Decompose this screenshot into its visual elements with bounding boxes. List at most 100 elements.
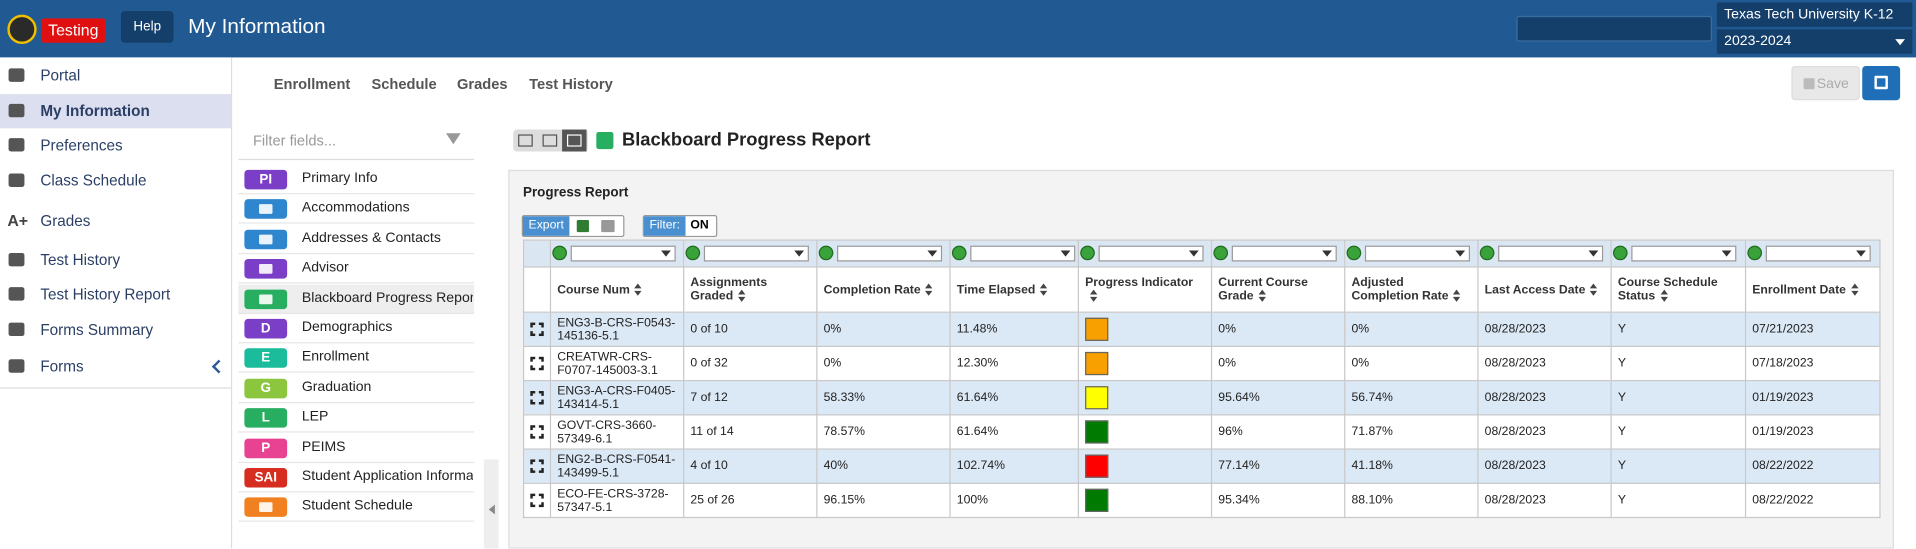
field-item[interactable]: Student Schedule (238, 493, 475, 523)
field-item[interactable]: E Enrollment (238, 344, 475, 374)
nav-item[interactable]: A+ Grades (0, 204, 231, 238)
dropdown-caret (1721, 250, 1732, 257)
filter-toggle[interactable]: Filter: ON (642, 215, 718, 238)
print-button[interactable] (1862, 65, 1901, 101)
field-item[interactable]: Blackboard Progress Report (238, 284, 475, 314)
report-title: Blackboard Progress Report (621, 129, 871, 151)
tab[interactable]: Test History (529, 75, 613, 93)
indicator-cell (1077, 482, 1213, 519)
field-item[interactable]: G Graduation (238, 374, 475, 403)
view-option[interactable] (542, 134, 558, 147)
field-item[interactable]: D Demographics (238, 314, 475, 344)
column-header[interactable]: Progress Indicator (1077, 266, 1213, 313)
save-button[interactable]: Save (1791, 65, 1860, 101)
field-item[interactable]: P PEIMS (238, 433, 475, 463)
sort-down (1660, 297, 1668, 303)
tab[interactable]: Enrollment (273, 75, 351, 93)
expand-cell (522, 448, 552, 484)
data-cell: 08/28/2023 (1477, 311, 1612, 348)
badge-icon (259, 234, 273, 245)
expand-gap-v (529, 498, 545, 503)
nav-item[interactable]: Test History Report (0, 277, 231, 311)
filter-select[interactable] (570, 245, 676, 262)
school-select[interactable]: Texas Tech University K-12 (1716, 2, 1913, 27)
sort-up (634, 283, 643, 289)
column-header[interactable]: Course Num (549, 266, 685, 313)
filter-select[interactable] (1364, 245, 1470, 262)
data-cell: 61.64% (949, 414, 1079, 450)
nav-item[interactable]: Preferences (0, 128, 231, 162)
expand-icon[interactable] (529, 389, 545, 406)
expand-header (522, 266, 552, 313)
nav-item[interactable]: Portal (0, 59, 231, 93)
data-cell: ENG3-A-CRS-F0405-143414-5.1 (549, 380, 685, 416)
expand-cell (522, 482, 552, 519)
sort-up (1258, 290, 1266, 295)
export-button[interactable]: Export (521, 215, 625, 238)
add-filter[interactable] (818, 245, 834, 261)
column-header[interactable]: Course Schedule Status (1610, 266, 1747, 313)
add-filter[interactable] (1080, 245, 1095, 261)
filter-select[interactable] (703, 245, 809, 262)
add-filter[interactable] (1612, 245, 1628, 261)
sort-down (1089, 297, 1098, 303)
nav-item[interactable]: Test History (0, 243, 231, 277)
nav-item[interactable]: My Information (0, 94, 231, 129)
filter-select[interactable] (1098, 245, 1204, 262)
filter-fields[interactable]: Filter fields... (238, 122, 475, 161)
add-filter[interactable] (1213, 245, 1229, 261)
filter-cell (1744, 239, 1881, 268)
add-filter[interactable] (1479, 245, 1495, 261)
data-row: ENG2-B-CRS-F0541-143499-5.1 4 of 10 40% 102… (522, 448, 1881, 484)
field-badge: SAI (244, 468, 288, 488)
search-box[interactable] (1516, 15, 1712, 42)
data-row: ECO-FE-CRS-3728-57347-5.1 25 of 26 96.15% 1… (522, 482, 1881, 519)
column-header[interactable]: Last Access Date (1477, 266, 1612, 313)
column-header[interactable]: Current Course Grade (1210, 266, 1346, 313)
tab[interactable]: Grades (457, 75, 508, 93)
view-option[interactable] (562, 129, 587, 152)
field-item[interactable]: Advisor (238, 254, 475, 284)
field-label: Graduation (301, 379, 372, 395)
nav-item[interactable]: Class Schedule (0, 164, 231, 198)
field-item[interactable]: SAI Student Application Informa... (238, 463, 475, 493)
column-header[interactable]: Time Elapsed (949, 266, 1079, 313)
field-item[interactable]: Accommodations (238, 195, 475, 225)
field-item[interactable]: L LEP (238, 403, 475, 433)
sort-arrows (1850, 283, 1859, 296)
column-header[interactable]: Assignments Graded (683, 266, 818, 313)
expand-icon[interactable] (529, 321, 545, 338)
help-button[interactable]: Help (120, 10, 174, 43)
filter-select[interactable] (1231, 245, 1337, 262)
field-label: Accommodations (301, 200, 410, 216)
expand-icon[interactable] (529, 458, 545, 475)
collapse-arrow[interactable] (488, 504, 495, 515)
filter-select[interactable] (1631, 245, 1737, 262)
add-filter[interactable] (685, 245, 701, 261)
expand-icon[interactable] (529, 492, 545, 509)
expand-icon[interactable] (529, 424, 545, 440)
filter-select[interactable] (1765, 245, 1871, 262)
nav-item[interactable]: Forms Summary (0, 313, 231, 347)
add-filter[interactable] (1346, 245, 1362, 261)
field-item[interactable]: PI Primary Info (238, 165, 475, 195)
add-filter[interactable] (1747, 245, 1763, 261)
data-cell: 78.57% (816, 414, 951, 450)
column-header[interactable]: Enrollment Date (1744, 266, 1881, 313)
field-item[interactable]: Addresses & Contacts (238, 225, 475, 254)
filter-select[interactable] (970, 245, 1076, 262)
year-select[interactable]: 2023-2024 (1716, 29, 1913, 54)
column-header[interactable]: Completion Rate (816, 266, 951, 313)
data-cell: 0% (1210, 311, 1346, 348)
column-header[interactable]: Adjusted Completion Rate (1344, 266, 1479, 313)
nav-item[interactable]: Forms (0, 349, 231, 383)
add-filter[interactable] (951, 245, 967, 261)
data-cell: 08/22/2022 (1744, 448, 1881, 484)
add-filter[interactable] (552, 245, 567, 261)
expand-icon[interactable] (529, 355, 545, 372)
filter-select[interactable] (837, 245, 943, 262)
filter-select[interactable] (1498, 245, 1604, 262)
tab[interactable]: Schedule (371, 75, 437, 93)
view-option[interactable] (518, 134, 533, 147)
